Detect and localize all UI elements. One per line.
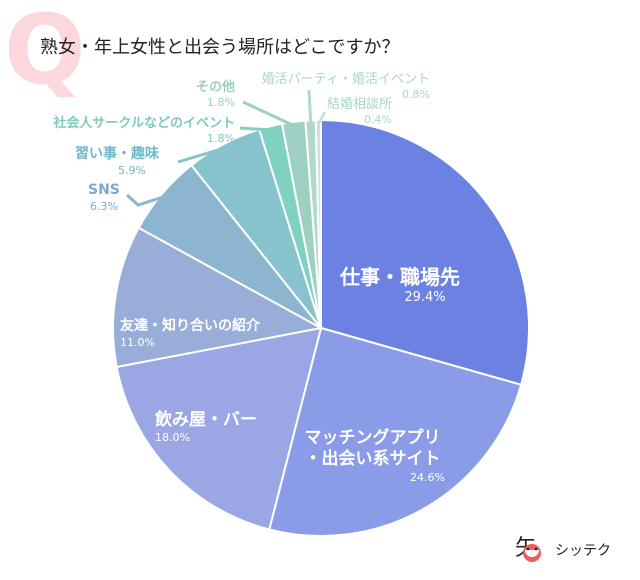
pie-slice-0 <box>320 118 530 387</box>
leader-line-5 <box>177 146 226 164</box>
label-2: 飲み屋・バー 18.0% <box>155 410 257 445</box>
label-6: 社会人サークルなどのイベント 1.8% <box>53 116 235 146</box>
leader-line-4 <box>125 193 166 207</box>
pie-slice-2 <box>115 326 323 531</box>
q-mark: Q <box>4 0 86 106</box>
logo-text: シッテク <box>555 543 611 559</box>
label-9: 結婚相談所 0.4% <box>326 97 392 127</box>
label-0: 仕事・職場先 29.4% <box>340 265 460 305</box>
label-7: その他 1.8% <box>195 80 235 110</box>
label-3: 友達・知り合いの紹介 11.0% <box>120 318 260 349</box>
pie-slice-1 <box>268 326 523 537</box>
leader-line-7 <box>242 100 295 128</box>
leader-line-6 <box>239 126 272 132</box>
label-4: SNS 6.3% <box>88 182 120 213</box>
leader-line-9 <box>317 111 327 125</box>
label-1: マッチングアプリ ・出会い系サイト 24.6% <box>304 428 445 484</box>
leader-line-8 <box>307 89 313 125</box>
logo-mark: 矢 <box>515 536 538 561</box>
pie-slice-3 <box>112 226 324 369</box>
label-8: 婚活パーティ・婚活イベント 0.8% <box>261 72 430 102</box>
chart-title: 熟女・年上女性と出会う場所はどこですか？ <box>40 37 400 58</box>
label-5: 習い事・趣味 5.9% <box>75 146 159 177</box>
